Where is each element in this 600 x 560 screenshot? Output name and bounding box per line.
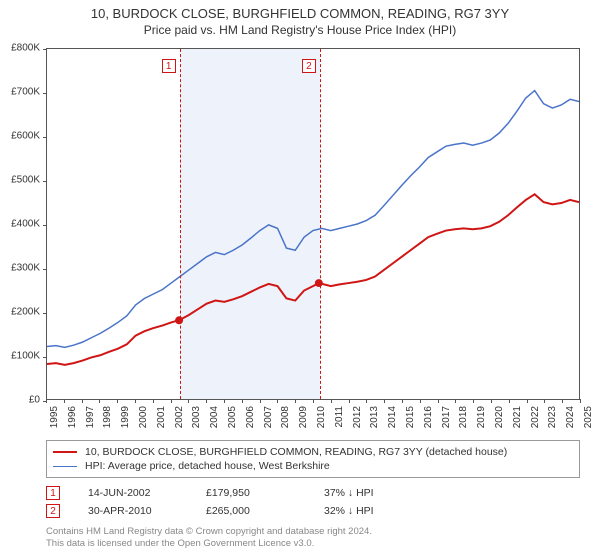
x-tick-label: 2010 <box>316 406 327 428</box>
x-tick-label: 2019 <box>476 406 487 428</box>
x-tick-label: 2008 <box>280 406 291 428</box>
chart-subtitle: Price paid vs. HM Land Registry's House … <box>0 23 600 37</box>
x-tick-label: 2000 <box>138 406 149 428</box>
series-property <box>47 194 579 365</box>
y-tick-label: £700K <box>11 87 40 98</box>
y-tick-label: £0 <box>29 395 40 406</box>
x-tick-label: 2014 <box>387 406 398 428</box>
x-tick-label: 1997 <box>85 406 96 428</box>
x-tick-label: 2011 <box>334 406 345 428</box>
legend-item-property: 10, BURDOCK CLOSE, BURGHFIELD COMMON, RE… <box>53 445 573 459</box>
x-tick-label: 2022 <box>530 406 541 428</box>
event-vline <box>320 49 321 399</box>
event-price-1: £179,950 <box>206 487 296 499</box>
footer-line-1: Contains HM Land Registry data © Crown c… <box>46 526 580 538</box>
x-tick-label: 1999 <box>120 406 131 428</box>
event-diff-2: 32% ↓ HPI <box>324 505 414 517</box>
chart-container: 10, BURDOCK CLOSE, BURGHFIELD COMMON, RE… <box>0 0 600 560</box>
legend-label-property: 10, BURDOCK CLOSE, BURGHFIELD COMMON, RE… <box>85 446 507 458</box>
x-tick-label: 2009 <box>298 406 309 428</box>
x-tick-label: 2004 <box>209 406 220 428</box>
event-vline-badge: 2 <box>302 59 316 73</box>
x-tick-label: 2005 <box>227 406 238 428</box>
x-tick-label: 2002 <box>174 406 185 428</box>
title-block: 10, BURDOCK CLOSE, BURGHFIELD COMMON, RE… <box>0 0 600 37</box>
x-axis-labels: 1995 1996 1997 1998 1999 2000 2001 2002 2003 2004… <box>46 400 580 440</box>
chart-title: 10, BURDOCK CLOSE, BURGHFIELD COMMON, RE… <box>0 6 600 21</box>
plot-area: 12 <box>46 48 580 400</box>
event-marker <box>315 279 323 287</box>
x-tick-label: 2012 <box>352 406 363 428</box>
footer-attribution: Contains HM Land Registry data © Crown c… <box>46 526 580 550</box>
legend-swatch-property <box>53 451 77 453</box>
x-tick-label: 2023 <box>547 406 558 428</box>
x-tick-label: 2013 <box>369 406 380 428</box>
y-tick-label: £100K <box>11 351 40 362</box>
event-diff-1: 37% ↓ HPI <box>324 487 414 499</box>
x-tick-label: 1995 <box>49 406 60 428</box>
x-tick-label: 2015 <box>405 406 416 428</box>
y-tick-label: £300K <box>11 263 40 274</box>
legend-item-hpi: HPI: Average price, detached house, West… <box>53 459 573 473</box>
event-vline-badge: 1 <box>162 59 176 73</box>
x-tick-label: 1998 <box>102 406 113 428</box>
event-badge-1: 1 <box>46 486 60 500</box>
x-tick-label: 2025 <box>583 406 594 428</box>
event-price-2: £265,000 <box>206 505 296 517</box>
y-axis-labels: £0£100K£200K£300K£400K£500K£600K£700K£80… <box>0 48 44 400</box>
footer-line-2: This data is licensed under the Open Gov… <box>46 538 580 550</box>
x-tick-label: 2001 <box>156 406 167 428</box>
legend-box: 10, BURDOCK CLOSE, BURGHFIELD COMMON, RE… <box>46 440 580 478</box>
y-tick-label: £500K <box>11 175 40 186</box>
x-tick-label: 2020 <box>494 406 505 428</box>
y-tick-label: £200K <box>11 307 40 318</box>
chart-svg <box>47 49 579 399</box>
x-tick-label: 2021 <box>512 406 523 428</box>
x-tick-label: 2016 <box>423 406 434 428</box>
x-tick-label: 1996 <box>67 406 78 428</box>
x-tick-label: 2003 <box>191 406 202 428</box>
event-row-1: 1 14-JUN-2002 £179,950 37% ↓ HPI <box>46 484 580 502</box>
event-date-1: 14-JUN-2002 <box>88 487 178 499</box>
event-row-2: 2 30-APR-2010 £265,000 32% ↓ HPI <box>46 502 580 520</box>
x-tick-label: 2017 <box>441 406 452 428</box>
y-tick-label: £600K <box>11 131 40 142</box>
event-vline <box>180 49 181 399</box>
y-tick-label: £800K <box>11 43 40 54</box>
x-tick-label: 2007 <box>263 406 274 428</box>
x-tick-label: 2006 <box>245 406 256 428</box>
events-table: 1 14-JUN-2002 £179,950 37% ↓ HPI 2 30-AP… <box>46 484 580 520</box>
series-hpi <box>47 91 579 348</box>
legend-swatch-hpi <box>53 466 77 467</box>
event-date-2: 30-APR-2010 <box>88 505 178 517</box>
y-tick-label: £400K <box>11 219 40 230</box>
x-tick-label: 2024 <box>565 406 576 428</box>
legend-label-hpi: HPI: Average price, detached house, West… <box>85 460 330 472</box>
event-badge-2: 2 <box>46 504 60 518</box>
x-tick-label: 2018 <box>458 406 469 428</box>
